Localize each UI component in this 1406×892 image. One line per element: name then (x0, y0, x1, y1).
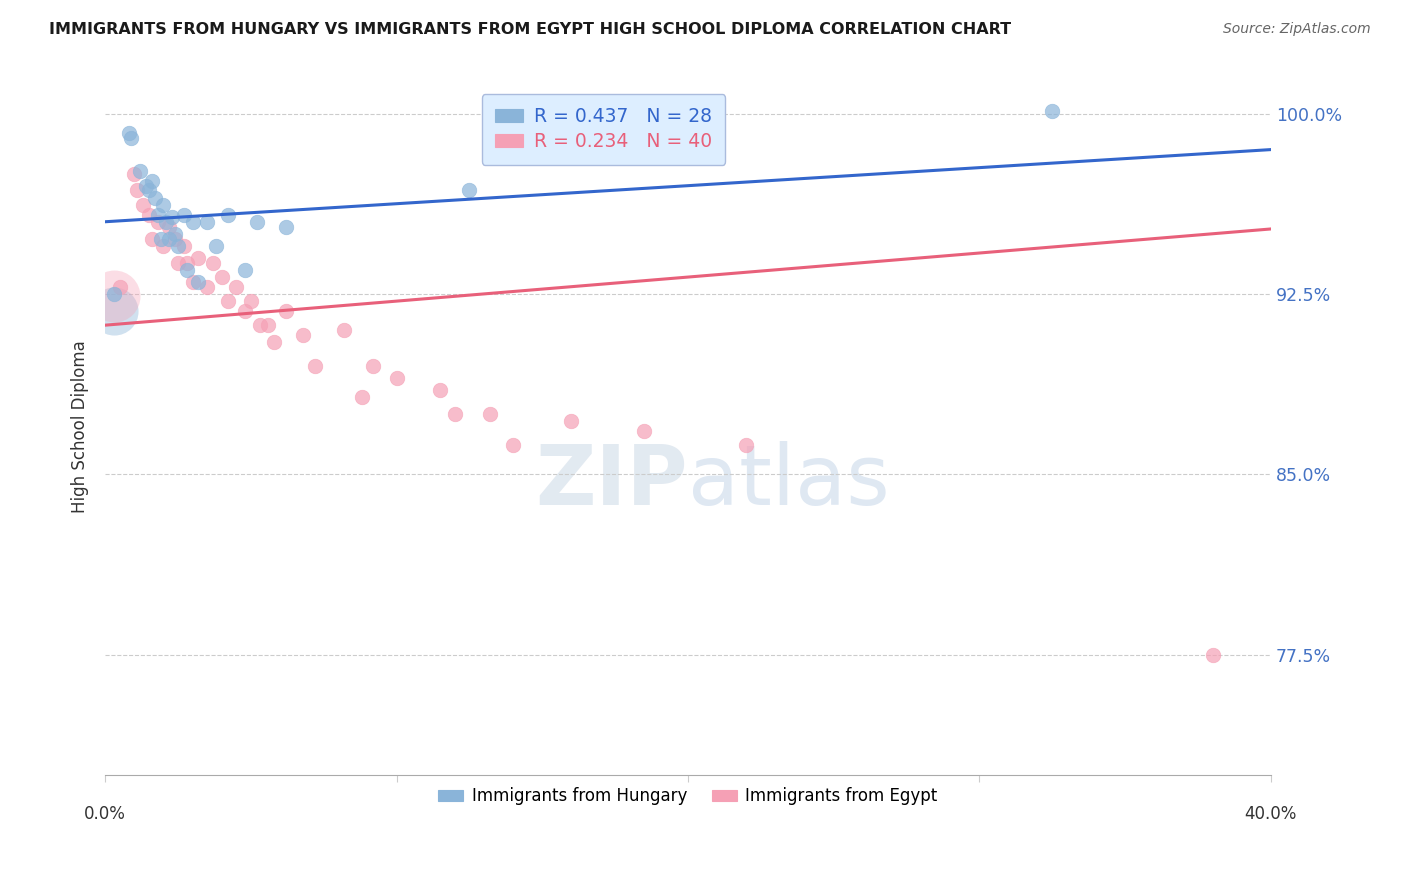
Point (103, 286, 125, 301)
Point (205, 239, 228, 253)
Point (141, 174, 163, 188)
Point (135, 178, 157, 193)
Point (233, 263, 256, 277)
Point (458, 184, 481, 198)
Point (127, 184, 149, 198)
Point (333, 323, 356, 337)
Point (735, 438, 758, 452)
Point (173, 239, 195, 253)
Point (560, 414, 582, 428)
Point (146, 208, 169, 222)
Point (217, 208, 239, 222)
Point (263, 334, 285, 349)
Text: ZIP: ZIP (536, 442, 688, 523)
Point (157, 231, 180, 245)
Point (202, 255, 225, 269)
Point (249, 318, 271, 333)
Point (152, 239, 174, 253)
Point (350, 390, 373, 404)
Point (429, 383, 451, 397)
Point (165, 227, 187, 241)
Point (173, 208, 195, 222)
Point (149, 231, 172, 245)
Text: IMMIGRANTS FROM HUNGARY VS IMMIGRANTS FROM EGYPT HIGH SCHOOL DIPLOMA CORRELATION: IMMIGRANTS FROM HUNGARY VS IMMIGRANTS FR… (49, 22, 1011, 37)
Point (246, 215, 269, 229)
Point (274, 303, 297, 318)
Point (103, 289, 125, 303)
Text: 40.0%: 40.0% (1244, 805, 1296, 823)
Y-axis label: High School Diploma: High School Diploma (72, 340, 89, 513)
Text: Source: ZipAtlas.com: Source: ZipAtlas.com (1223, 22, 1371, 37)
Point (165, 231, 187, 245)
Point (478, 407, 501, 421)
Point (176, 263, 198, 277)
Text: 0.0%: 0.0% (84, 805, 127, 823)
Point (187, 251, 209, 265)
Point (167, 255, 190, 269)
Point (120, 130, 142, 145)
Point (176, 255, 198, 269)
Text: atlas: atlas (688, 442, 890, 523)
Point (444, 407, 467, 421)
Point (160, 210, 183, 224)
Point (217, 294, 239, 309)
Point (132, 198, 155, 212)
Point (124, 167, 146, 181)
Point (181, 215, 204, 229)
Point (1040, 104, 1063, 119)
Point (157, 219, 180, 234)
Point (385, 371, 408, 385)
Point (117, 126, 139, 140)
Point (363, 359, 385, 373)
Point (274, 219, 297, 234)
Point (108, 279, 131, 293)
Point (138, 208, 160, 222)
Point (129, 164, 152, 178)
Point (304, 359, 326, 373)
Point (195, 279, 218, 293)
Point (225, 279, 247, 293)
Point (195, 215, 218, 229)
Point (143, 191, 166, 205)
Point (211, 270, 233, 285)
Point (633, 424, 655, 438)
Point (1201, 648, 1223, 662)
Point (138, 184, 160, 198)
Point (103, 303, 125, 318)
Point (146, 215, 169, 229)
Point (152, 198, 174, 212)
Point (167, 239, 190, 253)
Point (502, 438, 524, 452)
Point (292, 327, 315, 342)
Point (141, 231, 163, 245)
Legend: Immigrants from Hungary, Immigrants from Egypt: Immigrants from Hungary, Immigrants from… (432, 780, 945, 812)
Point (181, 275, 204, 289)
Point (239, 294, 262, 309)
Point (155, 215, 177, 229)
Point (233, 303, 256, 318)
Point (257, 318, 280, 333)
Point (187, 275, 209, 289)
